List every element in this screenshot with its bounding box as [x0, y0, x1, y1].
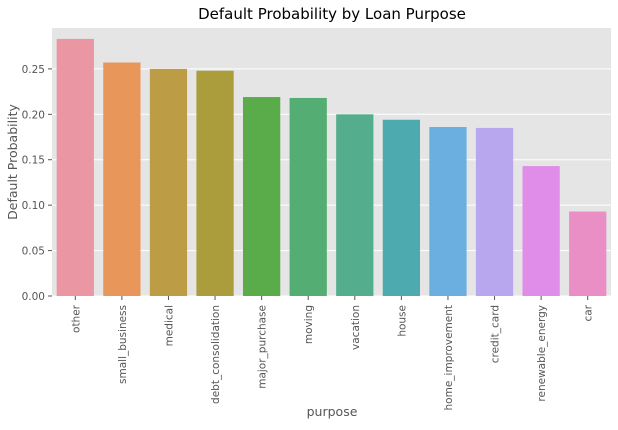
chart-title: Default Probability by Loan Purpose — [198, 5, 466, 23]
x-tick-label: car — [583, 304, 595, 321]
x-tick-label: vacation — [350, 305, 362, 350]
y-tick-label: 0.05 — [22, 246, 45, 258]
bar-home-improvement — [429, 127, 467, 296]
bar-car — [569, 211, 607, 296]
y-axis-ticks: 0.00 0.05 0.10 0.15 0.20 0.25 — [22, 64, 52, 303]
bar-other — [56, 38, 94, 296]
x-axis-ticks: other small_business medical debt_consolida… — [70, 296, 595, 410]
grid-lines — [52, 68, 611, 297]
bars — [56, 38, 607, 297]
y-tick-label: 0.20 — [22, 109, 45, 121]
bar-major-purchase — [242, 97, 281, 296]
y-tick-label: 0.15 — [22, 155, 45, 167]
bar-debt-consolidation — [196, 70, 234, 296]
bar-credit-card — [475, 127, 514, 296]
y-axis-label: Default Probability — [5, 104, 20, 220]
x-axis-label: purpose — [307, 404, 358, 419]
x-tick-label: other — [70, 304, 82, 333]
x-tick-label: major_purchase — [257, 305, 269, 389]
y-tick-label: 0.25 — [22, 64, 45, 76]
x-tick-label: home_improvement — [443, 305, 455, 410]
x-tick-label: medical — [163, 305, 175, 346]
bar-small-business — [103, 62, 141, 296]
bar-moving — [289, 97, 327, 296]
bar-renewable-energy — [522, 166, 560, 296]
bar-house — [382, 119, 421, 296]
x-tick-label: debt_consolidation — [210, 305, 222, 404]
bar-vacation — [336, 114, 374, 296]
plot-background — [52, 28, 611, 296]
y-tick-label: 0.10 — [22, 200, 45, 212]
x-tick-label: moving — [303, 305, 315, 344]
x-tick-label: renewable_energy — [536, 305, 548, 402]
y-tick-label: 0.00 — [22, 291, 45, 303]
x-tick-label: credit_card — [490, 305, 502, 363]
x-tick-label: house — [396, 305, 408, 337]
bar-medical — [149, 68, 188, 297]
x-tick-label: small_business — [117, 305, 129, 384]
